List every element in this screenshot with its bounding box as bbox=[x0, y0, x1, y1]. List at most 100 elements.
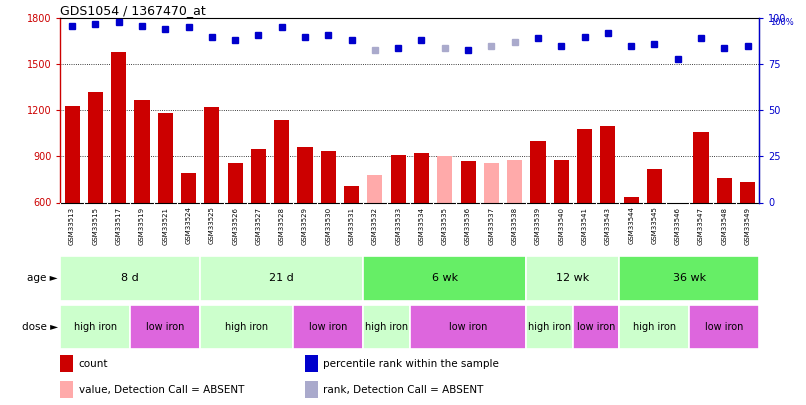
Text: GSM33545: GSM33545 bbox=[651, 207, 658, 245]
Text: GSM33517: GSM33517 bbox=[116, 207, 122, 245]
Bar bbox=[507, 160, 522, 295]
Bar bbox=[391, 155, 405, 295]
Text: age ►: age ► bbox=[27, 273, 58, 283]
Bar bbox=[111, 52, 127, 295]
Bar bbox=[554, 160, 569, 295]
Bar bbox=[364, 256, 526, 301]
Bar bbox=[693, 132, 708, 295]
Text: GSM33544: GSM33544 bbox=[628, 207, 634, 245]
Bar bbox=[297, 147, 313, 295]
Text: 36 wk: 36 wk bbox=[673, 273, 706, 283]
Bar bbox=[437, 156, 452, 295]
Bar bbox=[530, 141, 546, 295]
Text: high iron: high iron bbox=[633, 322, 676, 332]
Bar bbox=[204, 107, 219, 295]
Bar bbox=[414, 153, 429, 295]
Text: 8 d: 8 d bbox=[122, 273, 139, 283]
Text: high iron: high iron bbox=[365, 322, 408, 332]
Text: GSM33541: GSM33541 bbox=[582, 207, 588, 245]
Text: GSM33524: GSM33524 bbox=[185, 207, 192, 245]
Bar bbox=[321, 151, 336, 295]
Text: GSM33536: GSM33536 bbox=[465, 207, 471, 245]
Text: dose ►: dose ► bbox=[22, 322, 58, 332]
Bar bbox=[368, 175, 383, 295]
Bar bbox=[60, 355, 73, 372]
Bar bbox=[60, 256, 200, 301]
Bar bbox=[60, 305, 131, 350]
Text: GDS1054 / 1367470_at: GDS1054 / 1367470_at bbox=[60, 4, 206, 17]
Bar bbox=[131, 305, 200, 350]
Bar bbox=[620, 256, 759, 301]
Bar bbox=[600, 126, 616, 295]
Text: GSM33531: GSM33531 bbox=[349, 207, 355, 245]
Bar bbox=[88, 92, 103, 295]
Bar bbox=[620, 305, 689, 350]
Bar bbox=[158, 113, 172, 295]
Bar bbox=[274, 119, 289, 295]
Bar bbox=[200, 305, 293, 350]
Text: value, Detection Call = ABSENT: value, Detection Call = ABSENT bbox=[79, 385, 244, 395]
Bar bbox=[409, 305, 526, 350]
Bar bbox=[460, 161, 476, 295]
Text: low iron: low iron bbox=[146, 322, 185, 332]
Text: GSM33537: GSM33537 bbox=[488, 207, 494, 245]
Text: high iron: high iron bbox=[74, 322, 117, 332]
Text: GSM33549: GSM33549 bbox=[745, 207, 750, 245]
Text: high iron: high iron bbox=[528, 322, 571, 332]
Bar bbox=[526, 256, 620, 301]
Text: GSM33547: GSM33547 bbox=[698, 207, 704, 245]
Bar bbox=[200, 256, 364, 301]
Bar bbox=[344, 185, 359, 295]
Text: high iron: high iron bbox=[225, 322, 268, 332]
Text: GSM33540: GSM33540 bbox=[559, 207, 564, 245]
Text: GSM33525: GSM33525 bbox=[209, 207, 215, 245]
Text: GSM33533: GSM33533 bbox=[395, 207, 401, 245]
Text: 100%: 100% bbox=[770, 18, 793, 27]
Bar bbox=[364, 305, 409, 350]
Text: GSM33535: GSM33535 bbox=[442, 207, 448, 245]
Bar bbox=[293, 305, 364, 350]
Text: GSM33513: GSM33513 bbox=[69, 207, 75, 245]
Bar bbox=[526, 305, 573, 350]
Text: GSM33546: GSM33546 bbox=[675, 207, 681, 245]
Text: GSM33526: GSM33526 bbox=[232, 207, 238, 245]
Bar bbox=[60, 381, 73, 398]
Text: 12 wk: 12 wk bbox=[556, 273, 589, 283]
Bar bbox=[64, 106, 80, 295]
Text: GSM33519: GSM33519 bbox=[139, 207, 145, 245]
Text: GSM33521: GSM33521 bbox=[162, 207, 168, 245]
Text: GSM33528: GSM33528 bbox=[279, 207, 285, 245]
Text: low iron: low iron bbox=[705, 322, 743, 332]
Bar bbox=[740, 182, 755, 295]
Bar bbox=[577, 129, 592, 295]
Text: percentile rank within the sample: percentile rank within the sample bbox=[323, 358, 499, 369]
Text: low iron: low iron bbox=[577, 322, 616, 332]
Bar bbox=[484, 163, 499, 295]
Text: GSM33527: GSM33527 bbox=[256, 207, 261, 245]
Bar bbox=[227, 163, 243, 295]
Bar bbox=[624, 197, 638, 295]
Text: GSM33538: GSM33538 bbox=[512, 207, 517, 245]
Bar bbox=[305, 381, 318, 398]
Bar bbox=[689, 305, 759, 350]
Bar bbox=[647, 169, 662, 295]
Text: GSM33539: GSM33539 bbox=[535, 207, 541, 245]
Bar bbox=[670, 203, 685, 295]
Text: 6 wk: 6 wk bbox=[432, 273, 458, 283]
Text: GSM33543: GSM33543 bbox=[604, 207, 611, 245]
Text: GSM33532: GSM33532 bbox=[372, 207, 378, 245]
Text: GSM33548: GSM33548 bbox=[721, 207, 727, 245]
Text: low iron: low iron bbox=[310, 322, 347, 332]
Text: 21 d: 21 d bbox=[269, 273, 294, 283]
Bar bbox=[305, 355, 318, 372]
Bar bbox=[181, 173, 196, 295]
Text: GSM33529: GSM33529 bbox=[302, 207, 308, 245]
Text: count: count bbox=[79, 358, 108, 369]
Bar bbox=[251, 149, 266, 295]
Bar bbox=[135, 100, 150, 295]
Text: GSM33534: GSM33534 bbox=[418, 207, 425, 245]
Bar bbox=[573, 305, 620, 350]
Text: low iron: low iron bbox=[449, 322, 488, 332]
Text: rank, Detection Call = ABSENT: rank, Detection Call = ABSENT bbox=[323, 385, 484, 395]
Bar bbox=[717, 178, 732, 295]
